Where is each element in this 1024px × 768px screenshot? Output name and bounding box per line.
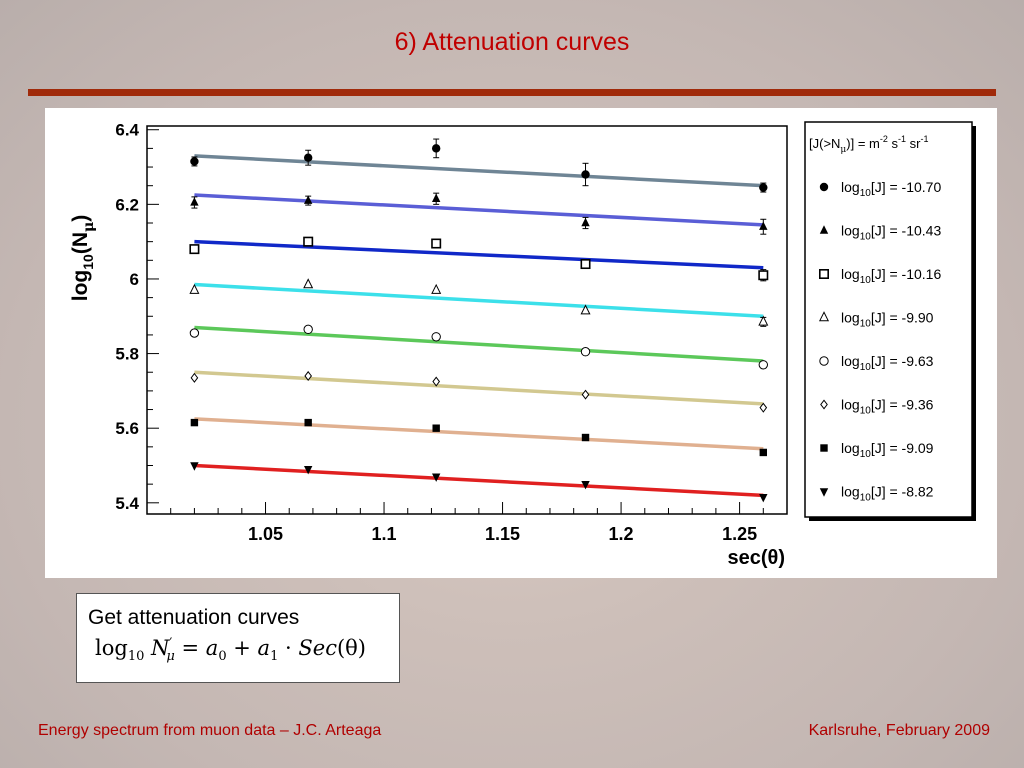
data-point: [759, 183, 768, 192]
legend-label: log10[J] = -10.16: [841, 266, 941, 286]
data-point: [190, 372, 199, 383]
legend-marker: [820, 399, 828, 410]
x-tick-label: 1.15: [485, 524, 520, 544]
legend-marker: [819, 356, 829, 366]
legend-marker: [819, 225, 829, 234]
y-axis-label: log10(Nμ): [69, 215, 97, 302]
legend-marker: [820, 444, 828, 452]
data-point: [303, 324, 313, 335]
data-point: [580, 259, 591, 270]
y-tick-label: 6.4: [115, 121, 139, 140]
legend: [J(>Nμ)] = m-2 s-1 sr-1 log10[J] = -10.7…: [804, 121, 976, 521]
data-point: [759, 494, 768, 503]
legend-label: log10[J] = -8.82: [841, 484, 934, 504]
legend-label: log10[J] = -10.70: [841, 179, 941, 199]
data-point: [759, 221, 768, 230]
data-point: [432, 424, 440, 432]
slide-title: 6) Attenuation curves: [394, 28, 630, 56]
data-point: [431, 193, 441, 202]
data-point: [303, 236, 314, 247]
data-point: [758, 270, 769, 281]
data-point: [431, 238, 442, 249]
fit-line: [194, 463, 764, 498]
data-point: [580, 304, 591, 315]
x-axis-label: sec(θ): [728, 547, 786, 569]
footer-left: Energy spectrum from muon data – J.C. Ar…: [38, 722, 382, 739]
data-point: [304, 418, 312, 427]
data-point: [581, 217, 590, 227]
data-point: [303, 278, 314, 289]
data-point: [759, 448, 767, 457]
formula-box: Get attenuation curves log10 N′μ = a0 + …: [76, 593, 400, 683]
legend-label: log10[J] = -9.63: [841, 353, 934, 373]
data-point: [303, 195, 313, 204]
y-tick-label: 5.6: [115, 419, 139, 438]
legend-label: log10[J] = -9.36: [841, 397, 934, 417]
x-tick-label: 1.1: [372, 524, 397, 544]
data-point: [303, 153, 313, 162]
fit-line: [194, 417, 764, 451]
data-point: [303, 466, 313, 475]
fit-line: [194, 370, 764, 406]
legend-marker: [818, 269, 829, 280]
x-tick-label: 1.2: [609, 524, 634, 544]
x-tick-label: 1.25: [722, 524, 757, 544]
x-tick-label: 1.05: [248, 524, 283, 544]
data-point: [190, 462, 199, 471]
footer-right: Karlsruhe, February 2009: [808, 722, 990, 739]
chart-panel: 1.05 1.1 1.15 1.2 1.25 5.4 5.6 5.8 6 6.2 6.4 log1…: [45, 108, 997, 578]
data-point: [758, 315, 769, 326]
attenuation-formula: log10 N′μ = a0 + a1 · Sec(θ): [95, 636, 366, 665]
data-point: [581, 389, 590, 400]
fit-line: [194, 325, 764, 363]
formula-caption: Get attenuation curves: [88, 606, 300, 629]
legend-label: log10[J] = -10.43: [841, 223, 941, 243]
data-point: [759, 402, 768, 413]
data-point: [431, 144, 441, 153]
data-point: [304, 370, 313, 381]
plot-area: [146, 125, 788, 515]
fit-line: [194, 282, 764, 319]
fit-line: [194, 239, 764, 270]
data-point: [581, 480, 590, 490]
data-point: [581, 433, 590, 442]
attenuation-chart: 1.05 1.1 1.15 1.2 1.25 5.4 5.6 5.8 6 6.2 6.4 log1…: [69, 121, 976, 569]
fit-line: [194, 193, 764, 227]
data-point: [758, 360, 768, 370]
data-point: [189, 283, 200, 294]
data-point: [432, 376, 441, 387]
data-point: [190, 418, 199, 427]
legend-title: [J(>Nμ)] = m-2 s-1 sr-1: [809, 134, 929, 155]
data-point: [189, 328, 200, 338]
data-point: [581, 170, 590, 179]
legend-label: log10[J] = -9.09: [841, 440, 934, 460]
y-tick-label: 5.8: [115, 345, 139, 364]
legend-label: log10[J] = -9.90: [841, 310, 934, 330]
data-point: [190, 197, 199, 206]
data-point: [431, 332, 441, 342]
y-tick-label: 6.2: [115, 195, 139, 214]
y-tick-label: 6: [130, 270, 139, 289]
data-point: [190, 157, 199, 166]
data-point: [431, 473, 441, 482]
fit-line: [194, 154, 764, 188]
legend-marker: [819, 182, 829, 192]
legend-marker: [819, 488, 829, 497]
title-divider: [28, 89, 996, 96]
legend-marker: [818, 311, 830, 322]
y-tick-label: 5.4: [115, 494, 139, 513]
data-point: [431, 283, 442, 294]
data-point: [189, 244, 200, 255]
data-point: [580, 347, 591, 357]
